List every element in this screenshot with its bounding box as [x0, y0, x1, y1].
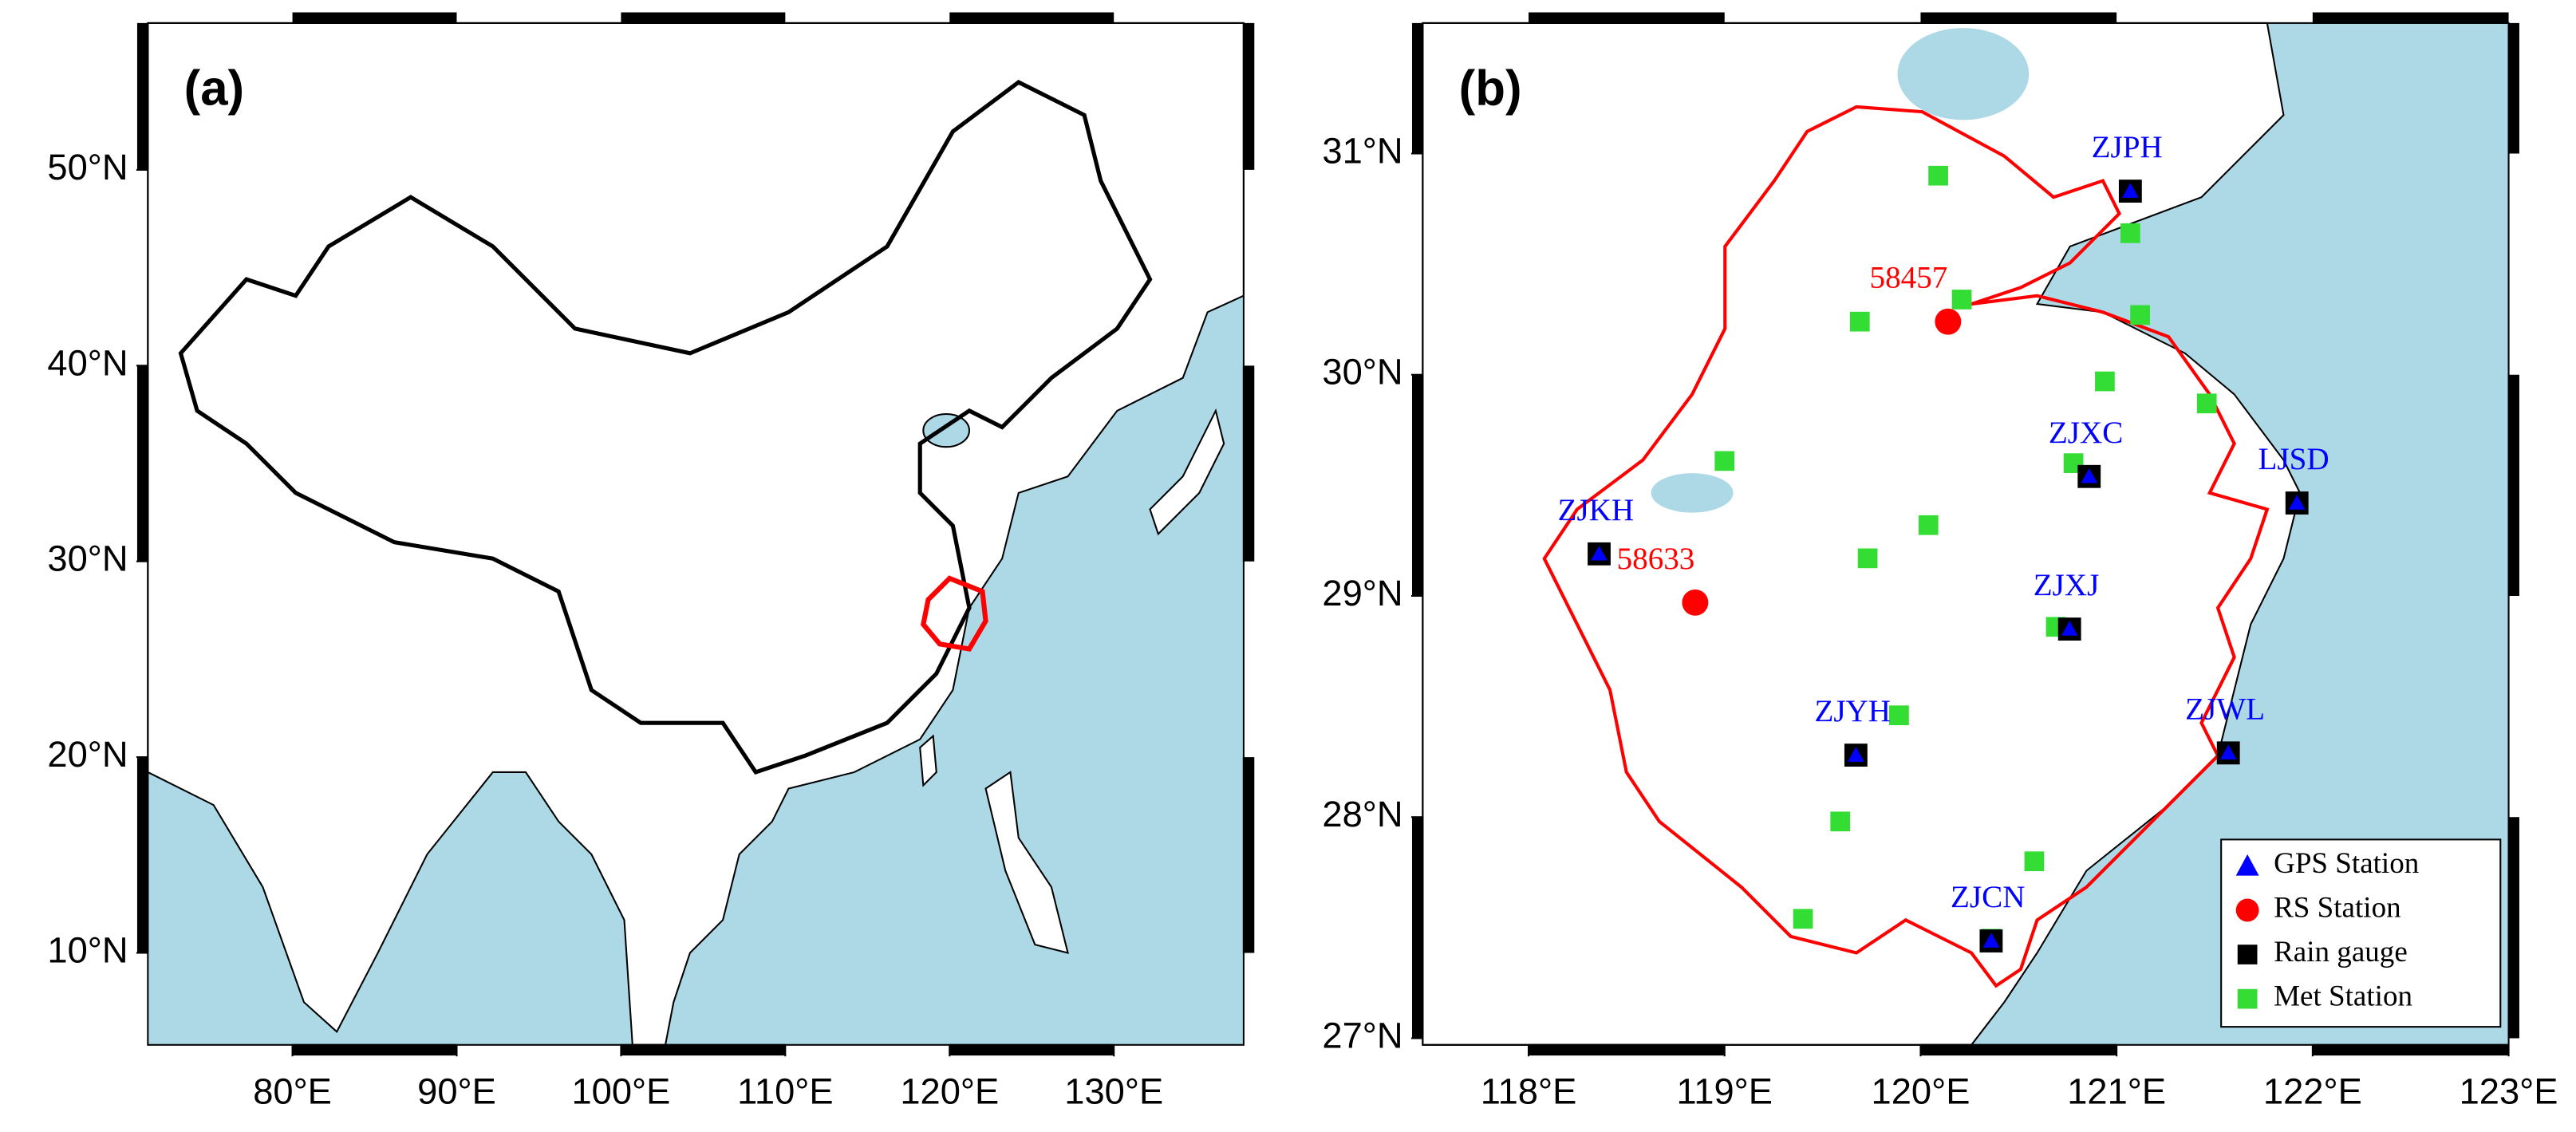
- japan: [1149, 408, 1225, 536]
- y-tick-label: 31°N: [1322, 130, 1402, 171]
- panel-label: (b): [1459, 61, 1522, 116]
- met-station: [2024, 851, 2045, 872]
- legend-symbol: [2235, 898, 2259, 922]
- x-tick-label: 119°E: [1676, 1071, 1773, 1112]
- gps-station: [1982, 933, 2000, 948]
- philippines: [984, 771, 1069, 954]
- gps-station: [1591, 545, 1608, 561]
- met-station: [2120, 223, 2140, 243]
- gps-station: [2219, 744, 2237, 760]
- panel-a-map: [147, 22, 1245, 1046]
- station-label: ZJPH: [2092, 130, 2163, 164]
- zhejiang-outline: [921, 575, 988, 652]
- y-tick-label: 30°N: [47, 538, 128, 579]
- y-tick-label: 28°N: [1322, 794, 1402, 834]
- met-station: [2130, 305, 2150, 325]
- station-label: ZJXJ: [2034, 568, 2100, 602]
- met-station: [1889, 705, 1909, 726]
- met-station: [2196, 393, 2217, 414]
- overlay: 80°E 90°E 100°E 110°E 120°E 130°E 10°N 20°N 30°N…: [47, 12, 2558, 1112]
- taihu-lake: [1897, 28, 2030, 120]
- land: [1422, 22, 2302, 1046]
- x-tick-label: 118°E: [1481, 1071, 1577, 1112]
- panel-b-map: [1422, 22, 2509, 1046]
- gps-station: [2081, 467, 2098, 483]
- x-tick-label: 90°E: [417, 1071, 496, 1112]
- met-station: [1830, 811, 1851, 832]
- met-station: [2095, 371, 2115, 392]
- met-station: [1857, 548, 1878, 569]
- met-station: [1849, 311, 1870, 332]
- y-tick-label: 40°N: [47, 342, 128, 383]
- legend-label: Met Station: [2274, 980, 2412, 1013]
- x-tick-label: 80°E: [253, 1071, 332, 1112]
- x-tick-label: 120°E: [900, 1071, 999, 1112]
- x-tick-label: 100°E: [571, 1071, 670, 1112]
- china-border: [178, 80, 1153, 775]
- bohai-sea: [922, 412, 971, 448]
- legend-label: GPS Station: [2274, 847, 2419, 880]
- gps-station: [2122, 183, 2139, 198]
- station-label: 58633: [1617, 542, 1695, 576]
- met-station: [1928, 165, 1948, 186]
- land: [147, 22, 1245, 1046]
- x-tick-label: 122°E: [2263, 1071, 2362, 1112]
- y-tick-label: 30°N: [1322, 352, 1402, 392]
- legend-label: Rain gauge: [2274, 936, 2408, 968]
- gps-station: [2061, 621, 2078, 636]
- legend-symbol: [2235, 854, 2259, 876]
- legend-box: [2220, 838, 2502, 1028]
- legend-symbol: [2237, 945, 2258, 964]
- station-label: ZJWL: [2185, 692, 2265, 726]
- zhejiang-outline: [1542, 105, 2270, 988]
- rs-station: [1935, 308, 1962, 335]
- met-station: [1714, 451, 1735, 471]
- met-station: [1918, 515, 1939, 535]
- y-tick-label: 27°N: [1322, 1015, 1402, 1055]
- gps-station: [1848, 747, 1864, 762]
- legend-label: RS Station: [2274, 891, 2401, 924]
- qiandao-lake: [1651, 473, 1734, 513]
- y-tick-label: 50°N: [47, 147, 128, 187]
- station-label: LJSD: [2258, 442, 2329, 476]
- legend-symbol: [2237, 988, 2258, 1009]
- x-tick-label: 130°E: [1064, 1071, 1163, 1112]
- rs-station: [1682, 589, 1709, 616]
- station-label: ZJKH: [1558, 493, 1635, 527]
- y-tick-label: 20°N: [47, 734, 128, 775]
- station-label: ZJYH: [1814, 694, 1891, 728]
- station-label: ZJXC: [2049, 416, 2123, 450]
- station-label: ZJCN: [1951, 880, 2025, 914]
- y-tick-label: 29°N: [1322, 573, 1402, 613]
- met-station: [1793, 909, 1813, 929]
- x-tick-label: 120°E: [1872, 1071, 1970, 1112]
- station-label: 58457: [1870, 261, 1948, 295]
- gps-station: [2288, 495, 2306, 510]
- x-tick-label: 110°E: [737, 1071, 834, 1112]
- panel-label: (a): [184, 61, 245, 116]
- x-tick-label: 123°E: [2460, 1071, 2558, 1112]
- met-station: [1951, 290, 1972, 310]
- y-tick-label: 10°N: [47, 929, 128, 970]
- x-tick-label: 121°E: [2067, 1071, 2166, 1112]
- taiwan: [919, 734, 937, 787]
